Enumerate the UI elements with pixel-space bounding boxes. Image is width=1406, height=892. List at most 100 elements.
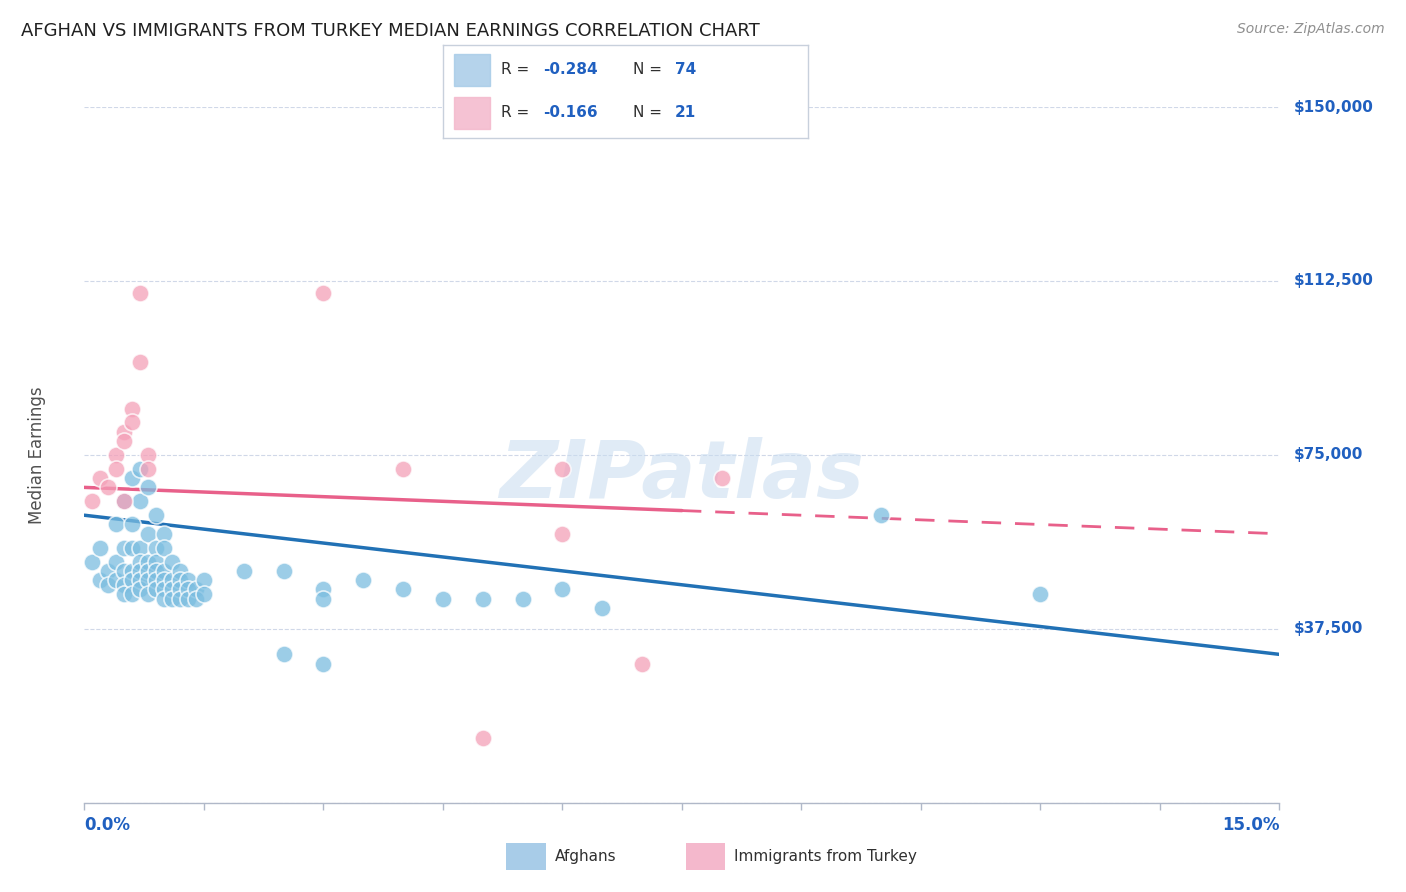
Point [136, 564, 159, 578]
Point [169, 573, 191, 587]
Point [112, 434, 135, 448]
Point [184, 582, 207, 597]
Point [145, 564, 167, 578]
Bar [454, 54, 491, 86]
Point [121, 517, 143, 532]
Text: 74: 74 [675, 62, 696, 78]
Point [145, 508, 167, 523]
Point [89, 541, 111, 555]
Text: Afghans: Afghans [555, 849, 617, 863]
Point [105, 555, 128, 569]
Point [193, 587, 215, 601]
Point [82, 555, 104, 569]
Point [129, 541, 152, 555]
Point [145, 541, 167, 555]
Point [312, 582, 335, 597]
Point [129, 355, 152, 369]
Point [392, 582, 415, 597]
Point [97, 578, 120, 592]
Point [136, 526, 159, 541]
Text: AFGHAN VS IMMIGRANTS FROM TURKEY MEDIAN EARNINGS CORRELATION CHART: AFGHAN VS IMMIGRANTS FROM TURKEY MEDIAN … [21, 22, 759, 40]
Point [97, 480, 120, 494]
Point [177, 582, 200, 597]
Point [551, 582, 574, 597]
Point [177, 591, 200, 606]
Text: 21: 21 [675, 105, 696, 120]
Point [136, 448, 159, 462]
Point [121, 471, 143, 485]
Point [112, 587, 135, 601]
Point [471, 591, 494, 606]
Bar [454, 97, 491, 129]
Point [136, 587, 159, 601]
Point [121, 541, 143, 555]
Point [591, 601, 613, 615]
Point [153, 541, 176, 555]
Point [105, 573, 128, 587]
Point [82, 494, 104, 508]
Text: Immigrants from Turkey: Immigrants from Turkey [734, 849, 917, 863]
Point [273, 648, 295, 662]
Point [631, 657, 654, 671]
Point [129, 564, 152, 578]
Text: $112,500: $112,500 [1294, 274, 1374, 288]
Text: R =: R = [502, 62, 534, 78]
Point [160, 582, 183, 597]
Point [129, 573, 152, 587]
Text: Source: ZipAtlas.com: Source: ZipAtlas.com [1237, 22, 1385, 37]
Point [121, 573, 143, 587]
Point [136, 555, 159, 569]
Point [89, 573, 111, 587]
Text: -0.284: -0.284 [543, 62, 598, 78]
Point [112, 578, 135, 592]
Point [193, 573, 215, 587]
Point [89, 471, 111, 485]
Point [184, 591, 207, 606]
Point [129, 285, 152, 300]
Text: N =: N = [633, 62, 666, 78]
Point [471, 731, 494, 745]
Point [710, 471, 733, 485]
Point [232, 564, 254, 578]
Point [112, 425, 135, 439]
Point [160, 555, 183, 569]
Point [312, 591, 335, 606]
Point [105, 462, 128, 476]
Point [136, 480, 159, 494]
Text: -0.166: -0.166 [543, 105, 598, 120]
Point [169, 591, 191, 606]
Point [153, 591, 176, 606]
Point [136, 573, 159, 587]
Point [112, 541, 135, 555]
Point [153, 582, 176, 597]
Point [551, 462, 574, 476]
Text: N =: N = [633, 105, 666, 120]
Text: R =: R = [502, 105, 534, 120]
Point [112, 564, 135, 578]
Point [273, 564, 295, 578]
Point [160, 591, 183, 606]
Point [121, 416, 143, 430]
Text: $75,000: $75,000 [1294, 448, 1362, 462]
Point [392, 462, 415, 476]
Text: $37,500: $37,500 [1294, 622, 1362, 636]
Point [160, 573, 183, 587]
Text: Median Earnings: Median Earnings [28, 386, 45, 524]
Point [145, 582, 167, 597]
Point [136, 462, 159, 476]
Point [169, 582, 191, 597]
Point [129, 462, 152, 476]
Text: $150,000: $150,000 [1294, 100, 1374, 114]
Point [432, 591, 454, 606]
Point [105, 448, 128, 462]
Point [1029, 587, 1052, 601]
Point [97, 564, 120, 578]
Point [512, 591, 534, 606]
Point [121, 564, 143, 578]
Text: 15.0%: 15.0% [1222, 816, 1279, 834]
Point [169, 564, 191, 578]
Point [105, 517, 128, 532]
Point [112, 494, 135, 508]
Point [129, 494, 152, 508]
Point [145, 555, 167, 569]
